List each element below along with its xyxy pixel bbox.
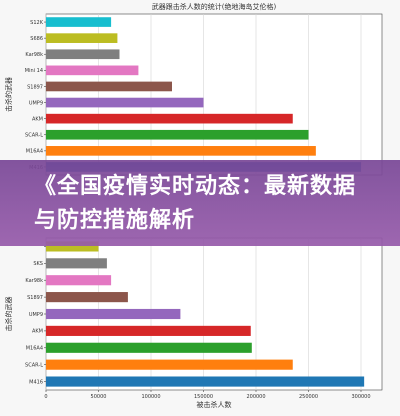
x-tick-label-0: 0 xyxy=(44,394,47,400)
x-tick-label-5: 250000 xyxy=(299,394,318,400)
y-tick-label-0-0: S12K xyxy=(30,20,44,26)
y-tick-label-0-8: M16A4 xyxy=(26,149,43,155)
y-tick-label-0-2: Kar98k xyxy=(25,52,43,58)
y-tick-label-0-5: UMP9 xyxy=(29,100,43,106)
bar-1-3 xyxy=(46,292,128,303)
bar-1-6 xyxy=(46,342,252,353)
y-tick-label-1-5: AKM xyxy=(32,329,43,335)
y-tick-label-0-6: AKM xyxy=(32,116,43,122)
bar-1-4 xyxy=(46,308,181,320)
bar-0-2 xyxy=(46,49,120,60)
headline-banner xyxy=(0,160,400,246)
x-tick-label-4: 200000 xyxy=(246,394,265,400)
y-axis-label-1: 击杀的武器 xyxy=(4,297,13,332)
x-tick-label-2: 100000 xyxy=(141,394,160,400)
y-tick-label-1-7: SCAR-L xyxy=(25,362,43,368)
y-tick-label-0-7: SCAR-L xyxy=(25,133,43,139)
x-axis-label-1: 被击杀人数 xyxy=(197,400,232,409)
bar-1-1 xyxy=(46,258,107,269)
bar-1-0 xyxy=(46,241,99,252)
x-tick-label-1: 50000 xyxy=(91,394,107,400)
bar-0-4 xyxy=(46,81,172,92)
y-tick-label-1-8: M416 xyxy=(29,379,43,385)
y-axis-label-0: 击杀的武器 xyxy=(4,77,13,112)
bar-0-5 xyxy=(46,97,204,108)
bar-0-3 xyxy=(46,65,139,76)
y-tick-label-1-4: UMP9 xyxy=(29,312,43,318)
y-tick-label-0-1: S686 xyxy=(30,36,43,42)
headline-text[interactable]: 《全国疫情实时动态：最新数据与防控措施解析 xyxy=(34,174,357,233)
y-tick-label-0-4: S1897 xyxy=(27,84,43,90)
bar-0-1 xyxy=(46,33,118,43)
bar-1-8 xyxy=(46,376,365,387)
x-tick-label-3: 150000 xyxy=(194,394,213,400)
y-tick-label-0-3: Mini 14 xyxy=(25,68,43,74)
bar-0-6 xyxy=(46,113,293,124)
bar-1-7 xyxy=(46,359,293,370)
y-tick-label-1-1: SKS xyxy=(33,261,43,267)
y-tick-label-1-2: Kar98k xyxy=(25,278,43,284)
y-tick-label-1-6: M16A4 xyxy=(26,346,43,352)
bar-1-5 xyxy=(46,325,251,336)
bar-0-7 xyxy=(46,129,309,140)
bar-0-8 xyxy=(46,146,316,156)
y-tick-label-1-3: S1897 xyxy=(27,295,43,301)
chart-title-0: 武器跟击杀人数的统计(绝地海岛艾伦格) xyxy=(152,2,277,11)
bar-0-0 xyxy=(46,17,112,27)
bar-1-2 xyxy=(46,275,112,286)
x-tick-label-6: 300000 xyxy=(351,394,370,400)
